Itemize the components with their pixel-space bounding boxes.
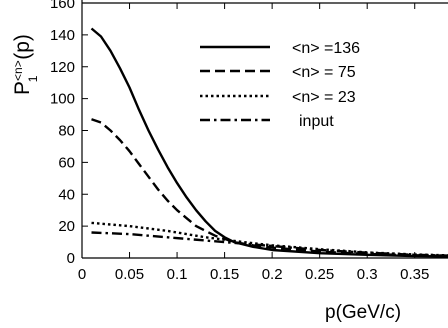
y-ticks: 0 20 40 60 80 100 120 140 160 xyxy=(50,0,88,267)
y-tick-label: 80 xyxy=(58,123,75,140)
y-tick-label: 140 xyxy=(50,27,75,44)
y-tick-label: 60 xyxy=(58,154,75,171)
series-line-n-75 xyxy=(91,118,448,258)
x-tick-label: 0 xyxy=(78,266,86,283)
y-axis-label-tail: (p) xyxy=(11,34,34,66)
x-tick-label: 0.05 xyxy=(115,266,144,283)
legend-label: <n> = 23 xyxy=(292,89,356,106)
y-tick-label: 160 xyxy=(50,0,75,12)
series-line-n-136 xyxy=(90,27,448,258)
y-axis-label-main: P xyxy=(11,81,34,95)
legend-label: <n> = 75 xyxy=(292,64,356,81)
legend-label: <n> =136 xyxy=(292,40,360,57)
y-tick-label: 100 xyxy=(50,91,75,108)
y-tick-label: 40 xyxy=(58,186,75,203)
y-axis-label: P<n>1 (p) xyxy=(11,34,40,95)
y-axis-label-sub: 1 xyxy=(26,75,40,82)
legend: <n> =136 <n> = 75 <n> = 23 input xyxy=(200,40,360,130)
y-tick-label: 20 xyxy=(58,218,75,235)
x-axis-label: p(GeV/c) xyxy=(325,302,401,323)
x-tick-label: 0.2 xyxy=(262,266,283,283)
legend-label: input xyxy=(299,113,334,130)
x-ticks: 0 0.05 0.1 0.15 0.2 0.25 0.3 0.35 xyxy=(78,3,429,283)
plot-frame xyxy=(81,0,448,259)
x-tick-label: 0.3 xyxy=(357,266,378,283)
x-tick-label: 0.15 xyxy=(210,266,239,283)
y-tick-label: 0 xyxy=(67,250,75,267)
x-tick-label: 0.1 xyxy=(167,266,188,283)
y-axis-label-sup: <n> xyxy=(11,60,25,81)
x-tick-label: 0.25 xyxy=(305,266,334,283)
series-layer xyxy=(90,27,448,258)
series-line-input xyxy=(91,231,448,257)
x-tick-label: 0.35 xyxy=(400,266,429,283)
y-tick-label: 120 xyxy=(50,59,75,76)
